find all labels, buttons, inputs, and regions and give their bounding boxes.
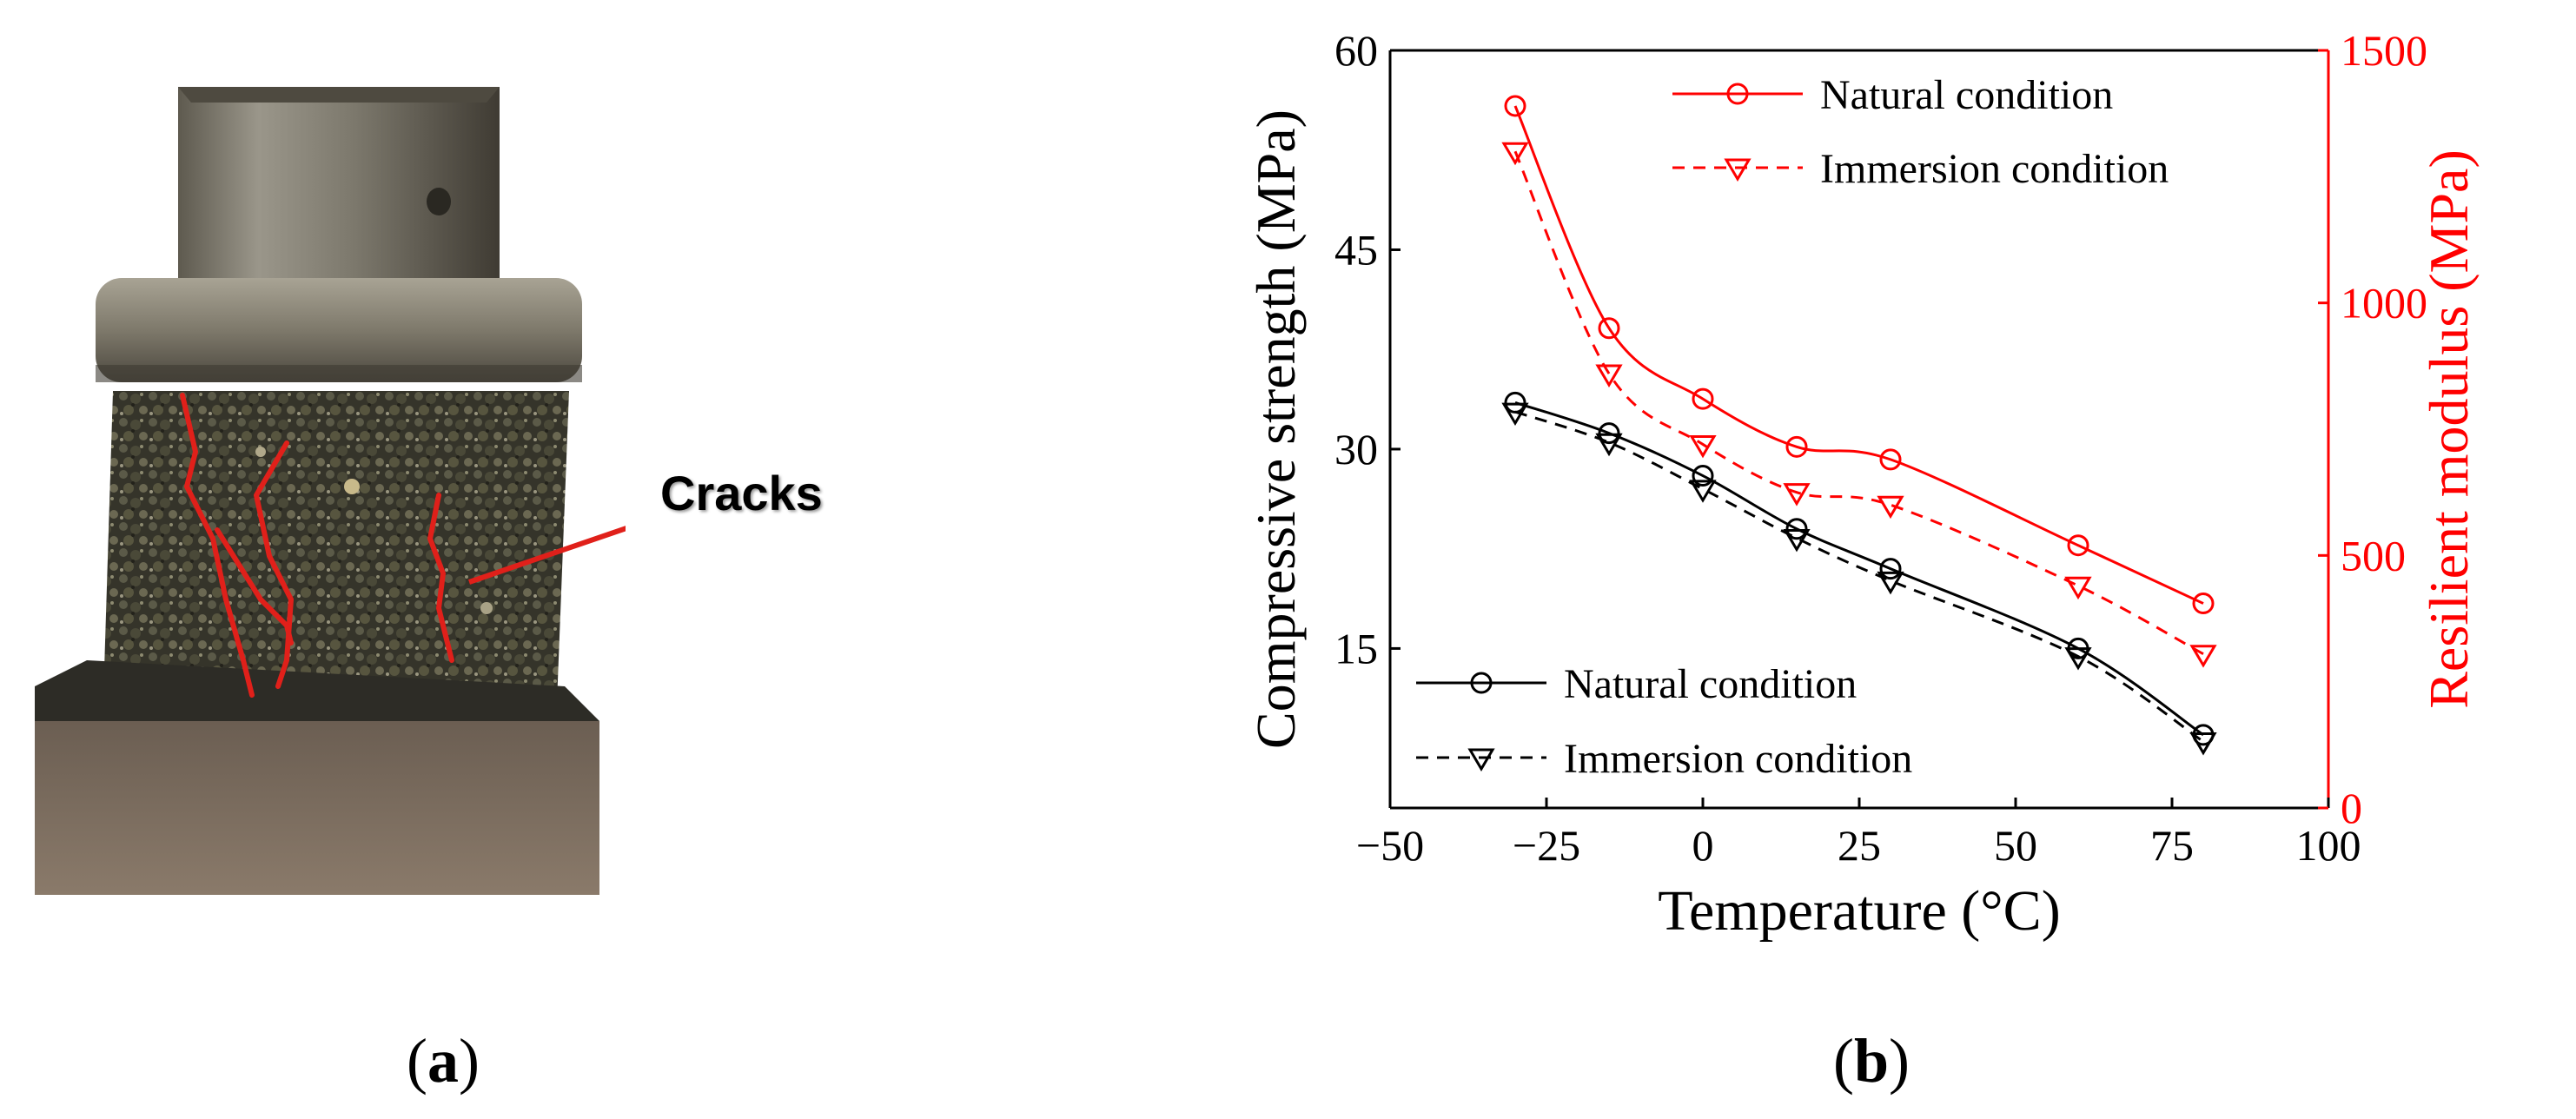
x-tick-label: 100 [2296,821,2361,870]
series-1-point [1689,480,1717,503]
series-2-point [1598,317,1620,340]
series-2-point [1692,387,1714,410]
series-0-point [1879,558,1902,580]
asphalt-specimen [103,391,569,725]
loading-rod [178,87,500,295]
cracks-annotation: Cracks [660,466,823,520]
y-tick-label: 60 [1334,26,1378,75]
series-2-point [1785,435,1808,458]
series-0-point [1785,518,1808,540]
series-2-point [1504,95,1526,117]
series-3-point [2189,645,2217,668]
x-tick-label: 50 [1994,821,2037,870]
series-3-point [1689,434,1717,459]
y-axis-label: Compressive strength (MPa) [1245,109,1307,749]
y2-tick-label: 1500 [2341,26,2427,75]
x-axis-label: Temperature (°C) [1658,879,2060,943]
y2-tick-label: 0 [2341,784,2362,832]
crack-lines [180,393,454,698]
series-1-point [1501,402,1529,427]
specimen-photo [35,87,626,895]
x-tick-label: −25 [1513,821,1580,870]
loading-plate [96,278,582,382]
panel-label-a: (a) [407,1026,480,1096]
y-tick-label: 45 [1334,225,1378,274]
crack-1 [180,393,255,698]
x-tick-label: −50 [1356,821,1424,870]
series-2-point [1879,448,1902,471]
series-0-point [1692,465,1714,487]
series-1-point [2064,647,2092,671]
y2-axis-label: Resilient modulus (MPa) [2418,149,2480,709]
series-1-point [1877,571,1904,595]
series-0-point [1598,422,1620,445]
series-1-point [1595,433,1623,457]
legend-right-natural-marker [1726,83,1749,105]
series-3-point [1501,142,1529,166]
series-3-point [1877,495,1904,520]
legend-left-natural-label: Natural condition [1564,661,1857,707]
y2-tick-label: 1000 [2341,279,2427,328]
panel-label-b: (b) [1833,1026,1910,1096]
legend-right-immersion-label: Immersion condition [1820,146,2169,192]
cracks-leader-line [468,526,626,585]
chart: −50 −25 0 25 50 75 100 15 30 45 60 0 500 1000 1500 Temp… [1245,26,2480,943]
x-tick-label: 0 [1692,821,1714,870]
x-tick-label: 75 [2150,821,2194,870]
legend-right-immersion-marker [1724,158,1752,182]
bottom-platen [35,660,599,895]
series-3-point [1595,364,1623,388]
series-line-3 [1513,150,2204,656]
series-2-point [2067,534,2089,557]
series-1-point [2189,732,2217,756]
y-tick-label: 15 [1334,624,1378,672]
series-3-point [2064,576,2092,600]
series-3-point [1783,483,1811,507]
crack-3 [215,527,294,646]
series-2-point [2192,593,2215,615]
crack-4 [427,493,454,663]
x-tick-label: 25 [1838,821,1881,870]
legend-right-natural-label: Natural condition [1820,72,2113,118]
crack-2 [254,440,294,689]
y-tick-label: 30 [1334,425,1378,473]
legend-left-natural-marker [1470,672,1493,694]
legend-left-immersion-marker [1467,748,1495,771]
series-line-2 [1513,105,2204,605]
legend-left-immersion-label: Immersion condition [1564,736,1912,782]
series-1-point [1783,528,1811,553]
y2-tick-label: 500 [2341,531,2406,579]
